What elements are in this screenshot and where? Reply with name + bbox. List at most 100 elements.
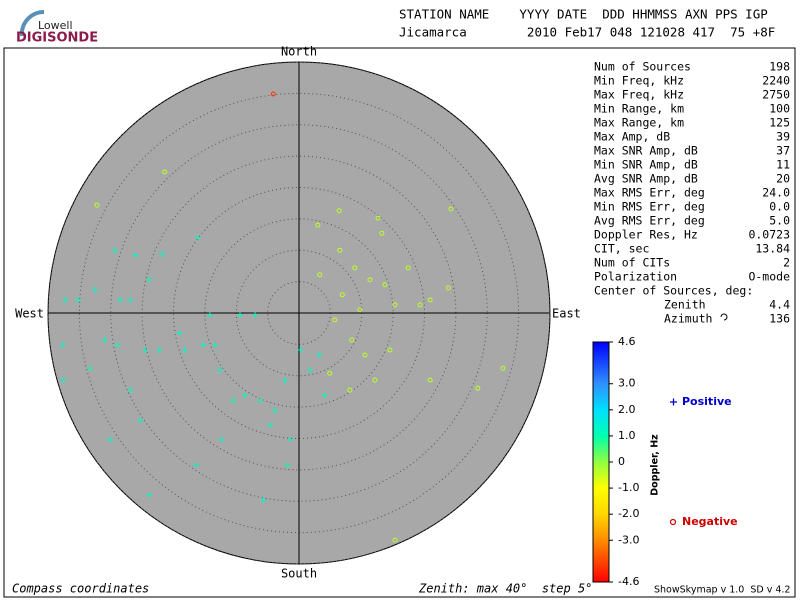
source-positive [112,247,119,254]
source-negative [427,297,433,303]
source-negative [372,377,378,383]
source-negative [94,202,100,208]
source-positive [237,311,244,318]
source-negative [500,365,506,371]
colorbar [592,341,610,583]
param-value: 24.0 [762,186,790,200]
legend-marker [670,398,677,406]
source-negative [445,285,451,291]
logo-top: Lowell [38,19,73,32]
direction-west: West [15,307,44,321]
source-positive [321,392,328,399]
source-negative [332,317,338,323]
source-negative [375,215,381,221]
param-value: 39 [776,130,790,144]
param-name: Polarization [594,270,677,284]
legend-label: Positive [682,395,732,408]
source-negative [379,230,385,236]
param-name: Avg SNR Amp, dB [594,172,698,186]
source-negative [367,277,373,283]
source-positive [75,296,82,303]
legend-marker [669,518,677,526]
plot-frame [3,47,796,598]
param-value: 0.0723 [748,228,790,242]
source-positive [107,436,114,443]
footer-left: Compass coordinates [12,582,149,596]
param-name: CIT, sec [594,242,649,256]
colorbar-tick-label: -3.0 [618,533,639,546]
source-positive [137,417,144,424]
source-negative [352,265,358,271]
source-positive [297,347,304,354]
source-negative [317,272,323,278]
azimuth-icon [720,313,728,321]
logo-bottom: DIGISONDE [16,31,98,46]
source-negative [448,206,454,212]
source-positive [60,342,67,349]
param-name: Min RMS Err, deg [594,200,705,214]
source-positive [92,286,99,293]
param-value: 20 [776,172,790,186]
footer-middle: Zenith: max 40° step 5° [418,582,592,596]
source-positive [260,496,267,503]
source-negative [339,292,345,298]
param-name: Num of Sources [594,60,691,74]
colorbar-tick-label: 4.6 [618,335,636,348]
source-negative [270,91,276,97]
source-positive [142,347,149,354]
source-positive [199,342,206,349]
center-heading: Center of Sources, deg: [594,284,753,298]
source-positive [146,491,153,498]
param-value: 0.0 [769,200,790,214]
source-positive [206,311,213,318]
source-positive [252,311,259,318]
source-negative [162,169,168,175]
source-positive [193,461,200,468]
source-negative [427,377,433,383]
colorbar-tick-label: -2.0 [618,507,639,520]
source-positive [87,365,94,372]
source-positive [114,342,121,349]
source-negative [337,247,343,253]
param-name: Avg RMS Err, deg [594,214,705,228]
param-value: 5.0 [769,214,790,228]
param-name: Num of CITs [594,256,670,270]
param-name: Min Freq, kHz [594,74,684,88]
source-positive [284,461,291,468]
source-positive [181,347,188,354]
colorbar-tick-label: 3.0 [618,377,636,390]
param-value: O-mode [748,270,790,284]
source-positive [287,436,294,443]
header-labels: STATION NAME YYYY DATE DDD HHMMSS AXN PP… [399,7,768,22]
param-value: 2240 [762,74,790,88]
source-positive [146,276,153,283]
direction-north: North [281,45,317,59]
source-negative [315,222,321,228]
param-name: Max RMS Err, deg [594,186,705,200]
colorbar-tick-label: -4.6 [618,575,639,588]
source-positive [117,296,124,303]
source-positive [242,392,249,399]
source-negative [362,352,368,358]
center-name: Zenith [664,298,706,312]
source-positive [316,352,323,359]
center-value: 4.4 [769,298,790,312]
source-negative [327,370,333,376]
param-name: Max Amp, dB [594,130,670,144]
source-positive [211,342,218,349]
source-positive [127,296,134,303]
source-negative [336,208,342,214]
source-positive [216,367,223,374]
footer-right: ShowSkymap v 1.0 SD v 4.2 [654,585,790,596]
source-negative [349,337,355,343]
param-value: 13.84 [755,242,790,256]
logo-arc [19,9,45,37]
param-name: Max Freq, kHz [594,88,684,102]
source-positive [102,336,109,343]
source-positive [60,377,67,384]
direction-south: South [281,567,317,581]
source-positive [218,436,225,443]
source-negative [392,537,398,543]
source-positive [282,377,289,384]
source-negative [387,347,393,353]
